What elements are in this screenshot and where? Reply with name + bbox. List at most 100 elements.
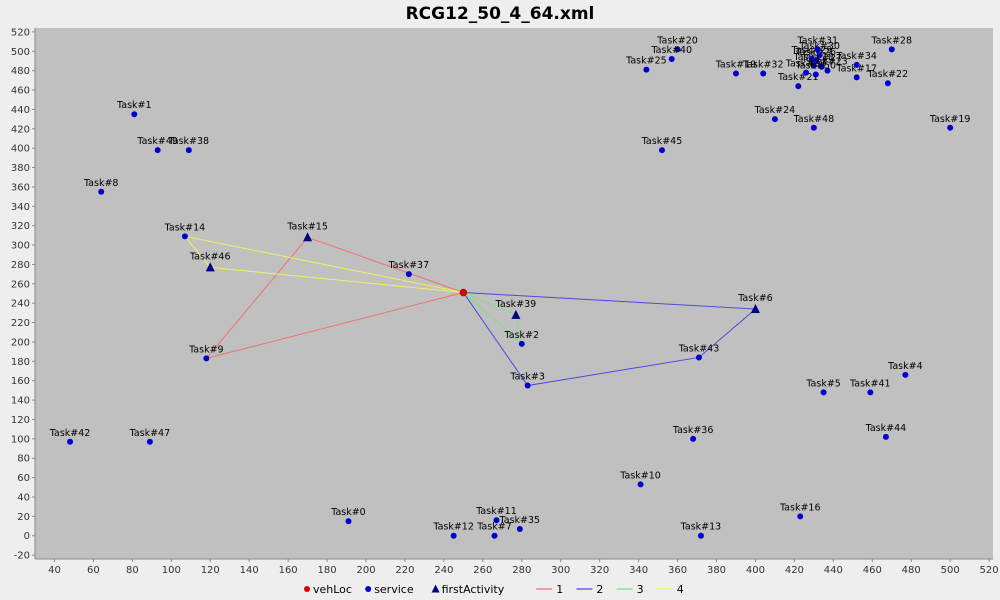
service-point-label: Task#26 bbox=[795, 47, 837, 58]
y-tick-label: 240 bbox=[11, 299, 30, 310]
service-point bbox=[820, 389, 827, 396]
service-point bbox=[493, 517, 500, 524]
y-tick-label: 80 bbox=[17, 454, 30, 465]
service-point-label: Task#3 bbox=[509, 372, 545, 383]
y-tick-label: -20 bbox=[14, 551, 30, 562]
service-point-label: Task#33 bbox=[785, 59, 827, 70]
y-tick-label: 460 bbox=[11, 86, 30, 97]
service-point-label: Task#48 bbox=[793, 114, 835, 125]
chart-title: RCG12_50_4_64.xml bbox=[406, 4, 595, 24]
service-point-label: Task#40 bbox=[650, 45, 692, 56]
service-point-label: Task#11 bbox=[475, 506, 517, 517]
first-activity-point bbox=[750, 304, 760, 314]
x-tick-label: 500 bbox=[941, 565, 960, 576]
x-tick-label: 140 bbox=[240, 565, 259, 576]
service-point bbox=[816, 52, 823, 59]
service-point bbox=[808, 56, 815, 63]
service-point bbox=[185, 147, 192, 154]
vehicle-location-point bbox=[459, 288, 468, 297]
y-tick-label: 280 bbox=[11, 260, 30, 271]
y-tick-label: 320 bbox=[11, 221, 30, 232]
first-activity-point bbox=[205, 262, 215, 272]
service-point-label: Task#12 bbox=[432, 522, 474, 533]
legend-label: 4 bbox=[677, 583, 684, 596]
service-point-label: Task#0 bbox=[330, 507, 366, 518]
service-point bbox=[810, 124, 817, 131]
service-point-label: Task#29 bbox=[791, 45, 833, 56]
service-point-label: Task#10 bbox=[619, 470, 661, 481]
service-point-label: Task#47 bbox=[129, 428, 171, 439]
first-activity-label: Task#39 bbox=[495, 299, 537, 310]
service-point bbox=[203, 355, 210, 362]
y-tick-label: 440 bbox=[11, 105, 30, 116]
service-point-label: Task#41 bbox=[849, 378, 891, 389]
service-point bbox=[637, 481, 644, 488]
first-activity-point bbox=[303, 232, 313, 242]
first-activity-label: Task#15 bbox=[286, 221, 328, 232]
service-point bbox=[668, 56, 675, 63]
y-tick-label: 40 bbox=[17, 492, 30, 503]
legend-swatch bbox=[365, 586, 372, 592]
service-point bbox=[524, 382, 531, 389]
first-activity-point bbox=[511, 309, 521, 319]
service-point-label: Task#38 bbox=[168, 136, 210, 147]
x-tick-label: 420 bbox=[785, 565, 804, 576]
x-tick-label: 120 bbox=[201, 565, 220, 576]
y-tick-label: 340 bbox=[11, 202, 30, 213]
y-tick-label: 300 bbox=[11, 241, 30, 252]
points: Task#0 Task#1 Task#2 Task#3 Task#4 Task#5 Task… bbox=[49, 35, 971, 539]
x-tick-label: 360 bbox=[668, 565, 687, 576]
service-point-label: Task#19 bbox=[715, 60, 757, 71]
service-point bbox=[810, 62, 817, 69]
service-point bbox=[131, 111, 138, 118]
service-point-label: Task#50 bbox=[795, 61, 837, 72]
service-point-label: Task#49 bbox=[136, 136, 178, 147]
service-point-label: Task#5 bbox=[805, 378, 841, 389]
legend-label: 2 bbox=[596, 583, 603, 596]
service-point bbox=[888, 46, 895, 53]
service-point-label: Task#27 bbox=[800, 53, 842, 64]
legend-label: 3 bbox=[637, 583, 644, 596]
y-tick-label: 120 bbox=[11, 415, 30, 426]
x-tick-label: 280 bbox=[512, 565, 531, 576]
service-point-label: Task#44 bbox=[865, 423, 907, 434]
service-point-label: Task#22 bbox=[867, 69, 909, 80]
x-axis: 40 60 80 100 120 140 160 180 200 220 240 260 280 300 3… bbox=[35, 558, 999, 576]
y-tick-label: 360 bbox=[11, 182, 30, 193]
service-point bbox=[345, 518, 352, 525]
y-tick-label: 400 bbox=[11, 144, 30, 155]
service-point bbox=[516, 525, 523, 532]
service-point bbox=[760, 70, 767, 77]
route-1-line bbox=[204, 236, 464, 360]
y-tick-label: 140 bbox=[11, 396, 30, 407]
service-point-label: Task#19 bbox=[929, 114, 971, 125]
y-tick-label: 160 bbox=[11, 376, 30, 387]
service-point bbox=[803, 69, 810, 76]
service-point-label: Task#4 bbox=[887, 361, 923, 372]
first-activity-label: Task#6 bbox=[737, 293, 773, 304]
x-tick-label: 100 bbox=[162, 565, 181, 576]
service-point-label: Task#9 bbox=[188, 344, 224, 355]
x-tick-label: 520 bbox=[980, 565, 999, 576]
service-point-label: Task#21 bbox=[777, 72, 819, 83]
x-tick-label: 300 bbox=[551, 565, 570, 576]
y-tick-label: 480 bbox=[11, 66, 30, 77]
service-point-label: Task#45 bbox=[641, 136, 683, 147]
y-tick-label: 180 bbox=[11, 357, 30, 368]
x-tick-label: 480 bbox=[902, 565, 921, 576]
x-tick-label: 220 bbox=[395, 565, 414, 576]
legend: vehLoc service firstActivity 1 2 3 4 bbox=[304, 583, 684, 596]
service-point-label: Task#17 bbox=[835, 63, 877, 74]
service-point bbox=[882, 433, 889, 440]
x-tick-label: 80 bbox=[126, 565, 139, 576]
service-point-label: Task#35 bbox=[499, 515, 541, 526]
service-point bbox=[643, 66, 650, 73]
service-point bbox=[732, 70, 739, 77]
service-point-label: Task#24 bbox=[754, 105, 796, 116]
legend-label: service bbox=[374, 583, 414, 596]
service-point bbox=[947, 124, 954, 131]
x-tick-label: 180 bbox=[318, 565, 337, 576]
service-point bbox=[181, 233, 188, 240]
service-point-label: Task#28 bbox=[870, 35, 912, 46]
